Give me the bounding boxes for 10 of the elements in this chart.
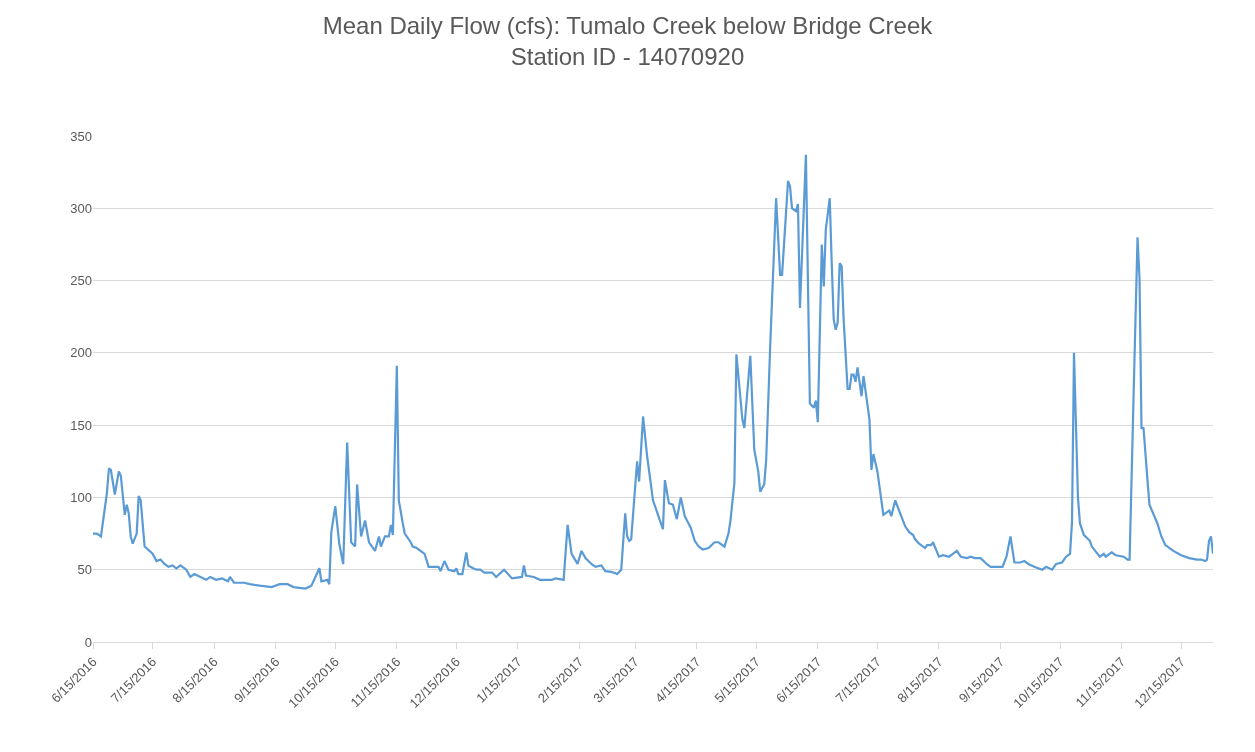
y-tick-label: 50 xyxy=(77,562,92,578)
y-tick-label: 150 xyxy=(70,417,92,433)
chart-title: Mean Daily Flow (cfs): Tumalo Creek below Bridge Creek Station ID - 14070920 xyxy=(322,11,934,71)
y-tick-label: 300 xyxy=(70,200,92,216)
y-tick-label: 100 xyxy=(70,489,92,505)
line-series xyxy=(93,153,1213,590)
y-tick-label: 350 xyxy=(70,128,92,144)
y-tick-label: 0 xyxy=(84,634,92,650)
y-tick-label: 250 xyxy=(70,273,92,289)
y-tick-label: 200 xyxy=(70,345,92,361)
